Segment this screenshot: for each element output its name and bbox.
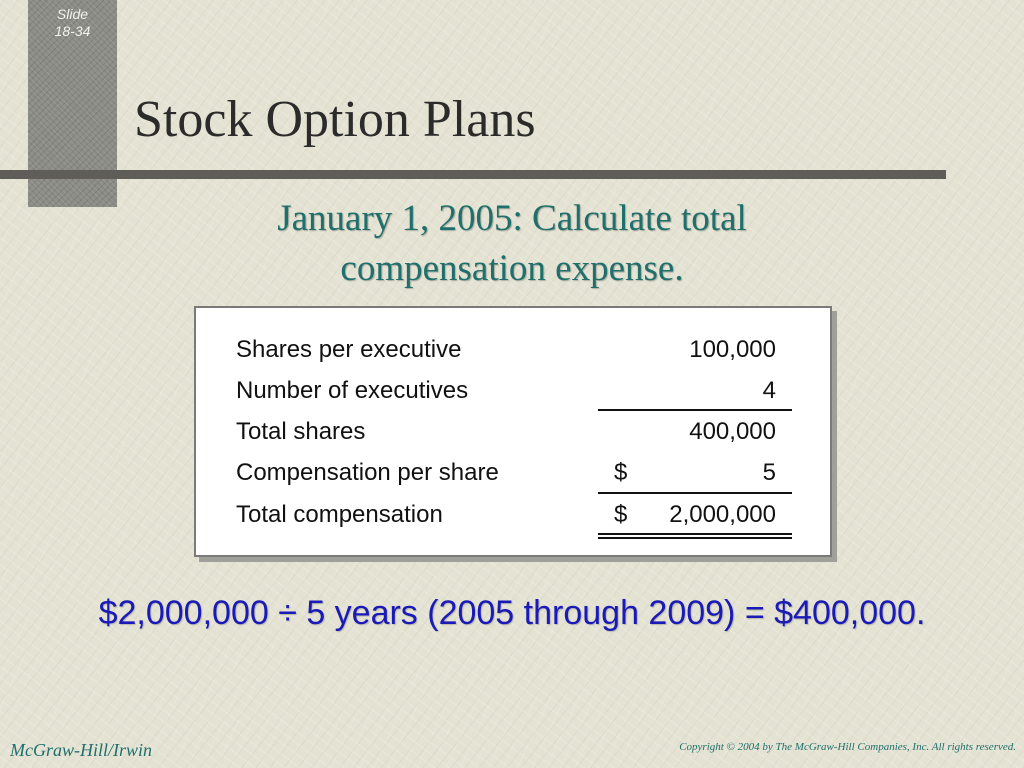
- subtitle-line-1: January 1, 2005: Calculate total: [277, 198, 747, 239]
- subtotal-underline: [598, 492, 792, 494]
- row-label: Total compensation: [236, 501, 443, 528]
- publisher-footer: McGraw-Hill/Irwin: [10, 740, 152, 760]
- row-value: 100,000: [689, 336, 776, 363]
- subtitle-line-2: compensation expense.: [340, 248, 684, 289]
- total-double-underline: [598, 533, 792, 539]
- row-value: 400,000: [689, 418, 776, 445]
- table-row: Number of executives 4: [196, 371, 830, 411]
- slide-number-label: Slide: [56, 6, 89, 22]
- row-label: Shares per executive: [236, 336, 462, 363]
- table-row: Total compensation $ 2,000,000: [196, 495, 830, 535]
- copyright-footer: Copyright © 2004 by The McGraw-Hill Comp…: [679, 741, 1016, 753]
- row-dollar-sign: $: [614, 459, 628, 486]
- table-row: Shares per executive 100,000: [196, 330, 830, 370]
- subtotal-underline: [598, 409, 792, 411]
- slide-title: Stock Option Plans: [134, 91, 536, 148]
- summary-statement: $2,000,000 ÷ 5 years (2005 through 2009)…: [98, 594, 926, 632]
- slide-number-value: 18-34: [54, 23, 91, 39]
- row-label: Compensation per share: [236, 459, 499, 486]
- row-dollar-sign: $: [614, 501, 628, 528]
- slide-subtitle: January 1, 2005: Calculate total compens…: [180, 194, 844, 294]
- title-divider: [0, 170, 946, 179]
- row-value: 2,000,000: [669, 501, 776, 528]
- row-label: Number of executives: [236, 377, 469, 404]
- table-row: Compensation per share $ 5: [196, 453, 830, 493]
- table-row: Total shares 400,000: [196, 412, 830, 452]
- slide-number: Slide 18-34: [28, 6, 117, 40]
- calculation-table: Shares per executive 100,000 Number of e…: [194, 306, 832, 557]
- row-value: 4: [762, 377, 776, 404]
- row-label: Total shares: [236, 418, 366, 445]
- row-value: 5: [762, 459, 776, 486]
